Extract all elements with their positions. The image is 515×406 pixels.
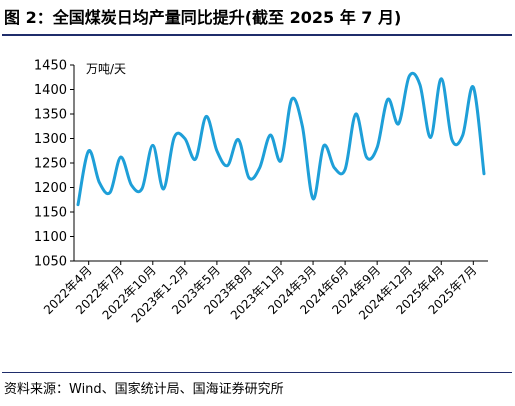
y-tick-label: 1100 bbox=[34, 230, 67, 245]
y-tick-label: 1450 bbox=[34, 59, 67, 74]
line-chart: 万吨/天 1050 1100 1150 1200 1250 1300 1350 1400 145… bbox=[34, 59, 488, 326]
y-tick-label: 1200 bbox=[34, 181, 67, 196]
figure-source: 资料来源：Wind、国家统计局、国海证券研究所 bbox=[4, 382, 284, 397]
source-rule bbox=[2, 372, 512, 373]
title-rule bbox=[2, 34, 512, 36]
series-layer bbox=[76, 71, 486, 207]
y-axis-ticks: 1050 1100 1150 1200 1250 1300 1350 1400 1450 bbox=[34, 59, 74, 270]
y-tick-label: 1350 bbox=[34, 108, 67, 123]
axes bbox=[73, 65, 488, 262]
x-axis-ticks: 2022年4月2022年7月2022年10月2023年1-2月2023年5月20… bbox=[41, 261, 479, 326]
y-tick-label: 1300 bbox=[34, 132, 67, 147]
y-tick-label: 1250 bbox=[34, 157, 67, 172]
series-line bbox=[76, 71, 486, 207]
unit-label: 万吨/天 bbox=[86, 62, 126, 76]
y-tick-label: 1050 bbox=[34, 255, 67, 270]
y-tick-label: 1400 bbox=[34, 83, 67, 98]
y-tick-label: 1150 bbox=[34, 206, 67, 221]
figure-title: 图 2：全国煤炭日均产量同比提升(截至 2025 年 7 月) bbox=[4, 8, 402, 27]
